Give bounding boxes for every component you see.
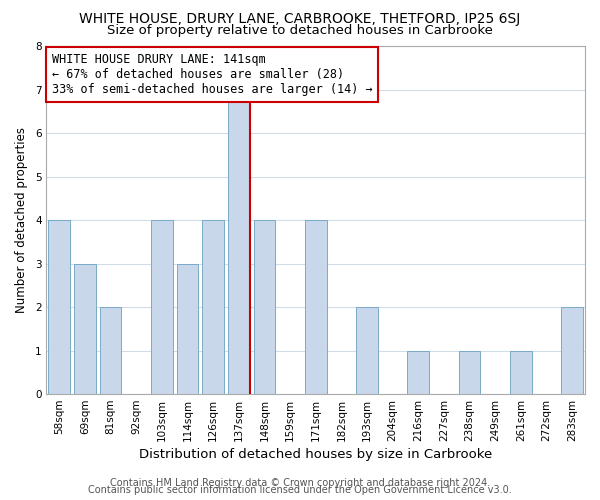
Text: WHITE HOUSE, DRURY LANE, CARBROOKE, THETFORD, IP25 6SJ: WHITE HOUSE, DRURY LANE, CARBROOKE, THET… bbox=[79, 12, 521, 26]
Bar bbox=[561, 307, 583, 394]
Bar bbox=[254, 220, 275, 394]
Text: Contains public sector information licensed under the Open Government Licence v3: Contains public sector information licen… bbox=[88, 485, 512, 495]
X-axis label: Distribution of detached houses by size in Carbrooke: Distribution of detached houses by size … bbox=[139, 448, 493, 461]
Text: Size of property relative to detached houses in Carbrooke: Size of property relative to detached ho… bbox=[107, 24, 493, 37]
Bar bbox=[356, 307, 378, 394]
Bar bbox=[49, 220, 70, 394]
Bar bbox=[202, 220, 224, 394]
Bar bbox=[458, 350, 481, 394]
Bar bbox=[176, 264, 199, 394]
Text: WHITE HOUSE DRURY LANE: 141sqm
← 67% of detached houses are smaller (28)
33% of : WHITE HOUSE DRURY LANE: 141sqm ← 67% of … bbox=[52, 53, 373, 96]
Text: Contains HM Land Registry data © Crown copyright and database right 2024.: Contains HM Land Registry data © Crown c… bbox=[110, 478, 490, 488]
Bar bbox=[228, 90, 250, 394]
Y-axis label: Number of detached properties: Number of detached properties bbox=[15, 127, 28, 313]
Bar bbox=[100, 307, 121, 394]
Bar bbox=[407, 350, 429, 394]
Bar bbox=[74, 264, 96, 394]
Bar bbox=[305, 220, 326, 394]
Bar bbox=[151, 220, 173, 394]
Bar bbox=[510, 350, 532, 394]
